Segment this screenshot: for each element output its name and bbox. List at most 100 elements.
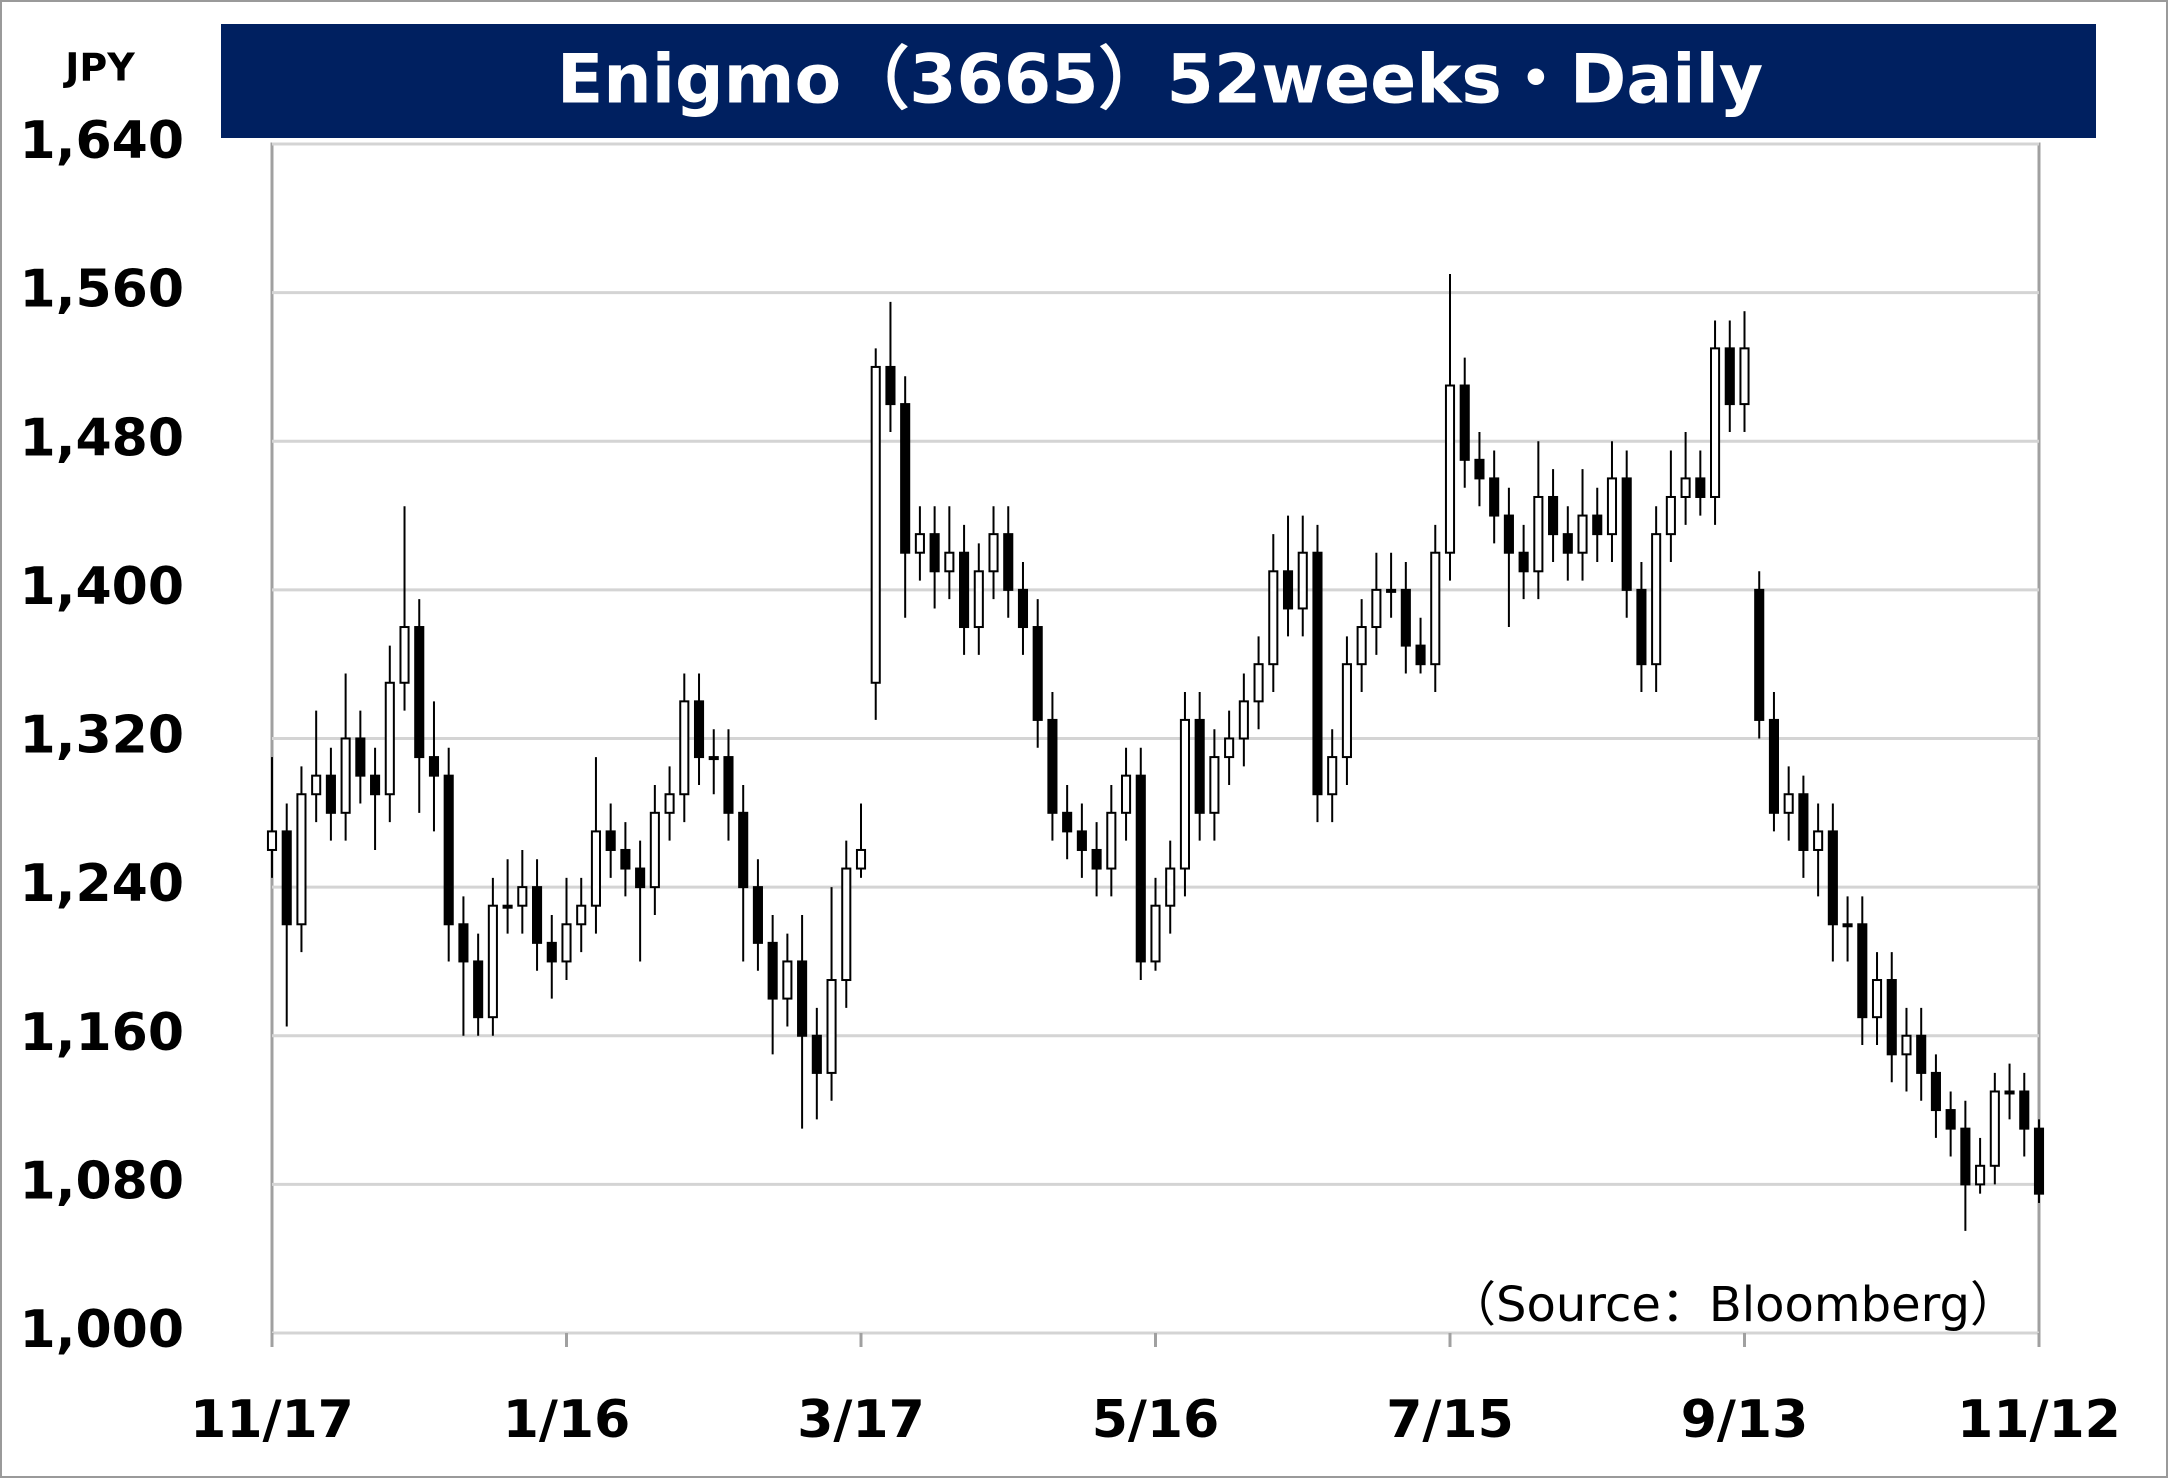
candle-body	[1297, 551, 1308, 610]
candle-body	[1165, 867, 1176, 907]
candle-body	[1680, 477, 1691, 498]
candle-body	[870, 365, 881, 684]
candle-body	[767, 941, 778, 1000]
candle-body	[605, 830, 616, 851]
candle-body	[1356, 626, 1367, 666]
candle-body	[664, 793, 675, 814]
candle-body	[1577, 514, 1588, 554]
candle-body	[1121, 774, 1132, 814]
candle-body	[1857, 923, 1868, 1019]
candle-body	[1636, 588, 1647, 666]
y-tick-label: 1,320	[20, 706, 184, 766]
candle-body	[1886, 979, 1897, 1056]
candle-body	[1076, 830, 1087, 851]
candle-body	[1975, 1164, 1986, 1186]
y-tick-label: 1,560	[20, 260, 184, 320]
candle-body	[502, 904, 513, 909]
candle-body	[1047, 718, 1058, 814]
x-tick-label: 5/16	[1092, 1390, 1220, 1450]
candle-body	[1783, 793, 1794, 814]
candle-body	[1724, 347, 1735, 406]
candle-body	[370, 774, 381, 796]
candle-body	[1062, 811, 1073, 833]
candle-body	[1327, 756, 1338, 796]
candle-body	[1827, 830, 1838, 926]
candle-body	[1135, 774, 1146, 963]
x-tick-label: 11/12	[1957, 1390, 2121, 1450]
candle-body	[708, 756, 719, 761]
candle-body	[266, 830, 278, 851]
candle-body	[1739, 347, 1750, 406]
candle-body	[325, 774, 336, 814]
candle-body	[1813, 830, 1824, 851]
candle-body	[1415, 644, 1426, 666]
candle-body	[1312, 551, 1323, 796]
candle-body	[1238, 700, 1249, 740]
candle-body	[914, 533, 925, 554]
y-axis-label: JPY	[62, 46, 135, 90]
y-tick-label: 1,240	[20, 854, 184, 914]
candle-body	[517, 886, 528, 907]
candle-body	[1651, 533, 1662, 666]
candle-body	[1474, 458, 1485, 480]
candle-body	[1768, 718, 1779, 814]
candle-body	[1842, 923, 1853, 928]
candle-body	[1386, 588, 1397, 593]
candle-body	[752, 886, 763, 944]
candle-body	[693, 700, 705, 759]
candle-body	[1400, 588, 1411, 647]
candle-body	[1710, 347, 1721, 498]
candle-body	[826, 979, 837, 1074]
candle-body	[959, 551, 970, 629]
candle-body	[944, 551, 955, 573]
candle-body	[2033, 1127, 2045, 1195]
candle-body	[649, 811, 660, 889]
candle-body	[590, 830, 601, 907]
candle-body	[340, 737, 351, 814]
candle-body	[473, 960, 484, 1019]
candle-body	[355, 737, 366, 777]
candle-body	[841, 867, 852, 982]
candle-body	[1592, 514, 1603, 536]
candle-body	[1179, 718, 1190, 870]
candle-body	[900, 403, 911, 554]
x-tick-label: 9/13	[1681, 1390, 1809, 1450]
x-tick-label: 7/15	[1386, 1390, 1514, 1450]
candle-body	[296, 793, 307, 926]
candle-body	[1489, 477, 1500, 517]
candle-body	[1194, 718, 1205, 814]
candle-body	[311, 774, 322, 796]
candle-body	[929, 533, 940, 573]
x-tick-label: 11/17	[190, 1390, 354, 1450]
candle-body	[1341, 663, 1352, 759]
candle-body	[1695, 477, 1706, 498]
candle-body	[443, 774, 454, 926]
candle-body	[1224, 737, 1235, 759]
candle-body	[885, 365, 896, 406]
candle-body	[2019, 1090, 2030, 1130]
y-tick-label: 1,480	[20, 408, 184, 468]
candle-body	[414, 626, 425, 759]
candle-body	[1621, 477, 1632, 591]
candle-body	[1945, 1109, 1956, 1130]
candle-body	[1282, 570, 1294, 610]
candle-body	[1606, 477, 1618, 536]
candle-body	[1444, 384, 1456, 554]
candle-body	[635, 867, 646, 889]
candle-body	[1459, 384, 1470, 461]
candle-body	[487, 904, 498, 1019]
candle-body	[1253, 663, 1264, 703]
candle-body	[1518, 551, 1529, 573]
candle-body	[1209, 756, 1220, 814]
candle-body	[723, 756, 734, 814]
y-tick-label: 1,400	[20, 557, 184, 617]
candle-body	[1268, 570, 1279, 666]
y-tick-label: 1,160	[20, 1003, 184, 1063]
candle-body	[1003, 533, 1014, 591]
candle-body	[546, 941, 557, 963]
y-tick-label: 1,640	[20, 111, 184, 171]
candle-body	[1871, 979, 1883, 1019]
candle-body	[811, 1034, 822, 1074]
candle-body	[399, 626, 410, 684]
